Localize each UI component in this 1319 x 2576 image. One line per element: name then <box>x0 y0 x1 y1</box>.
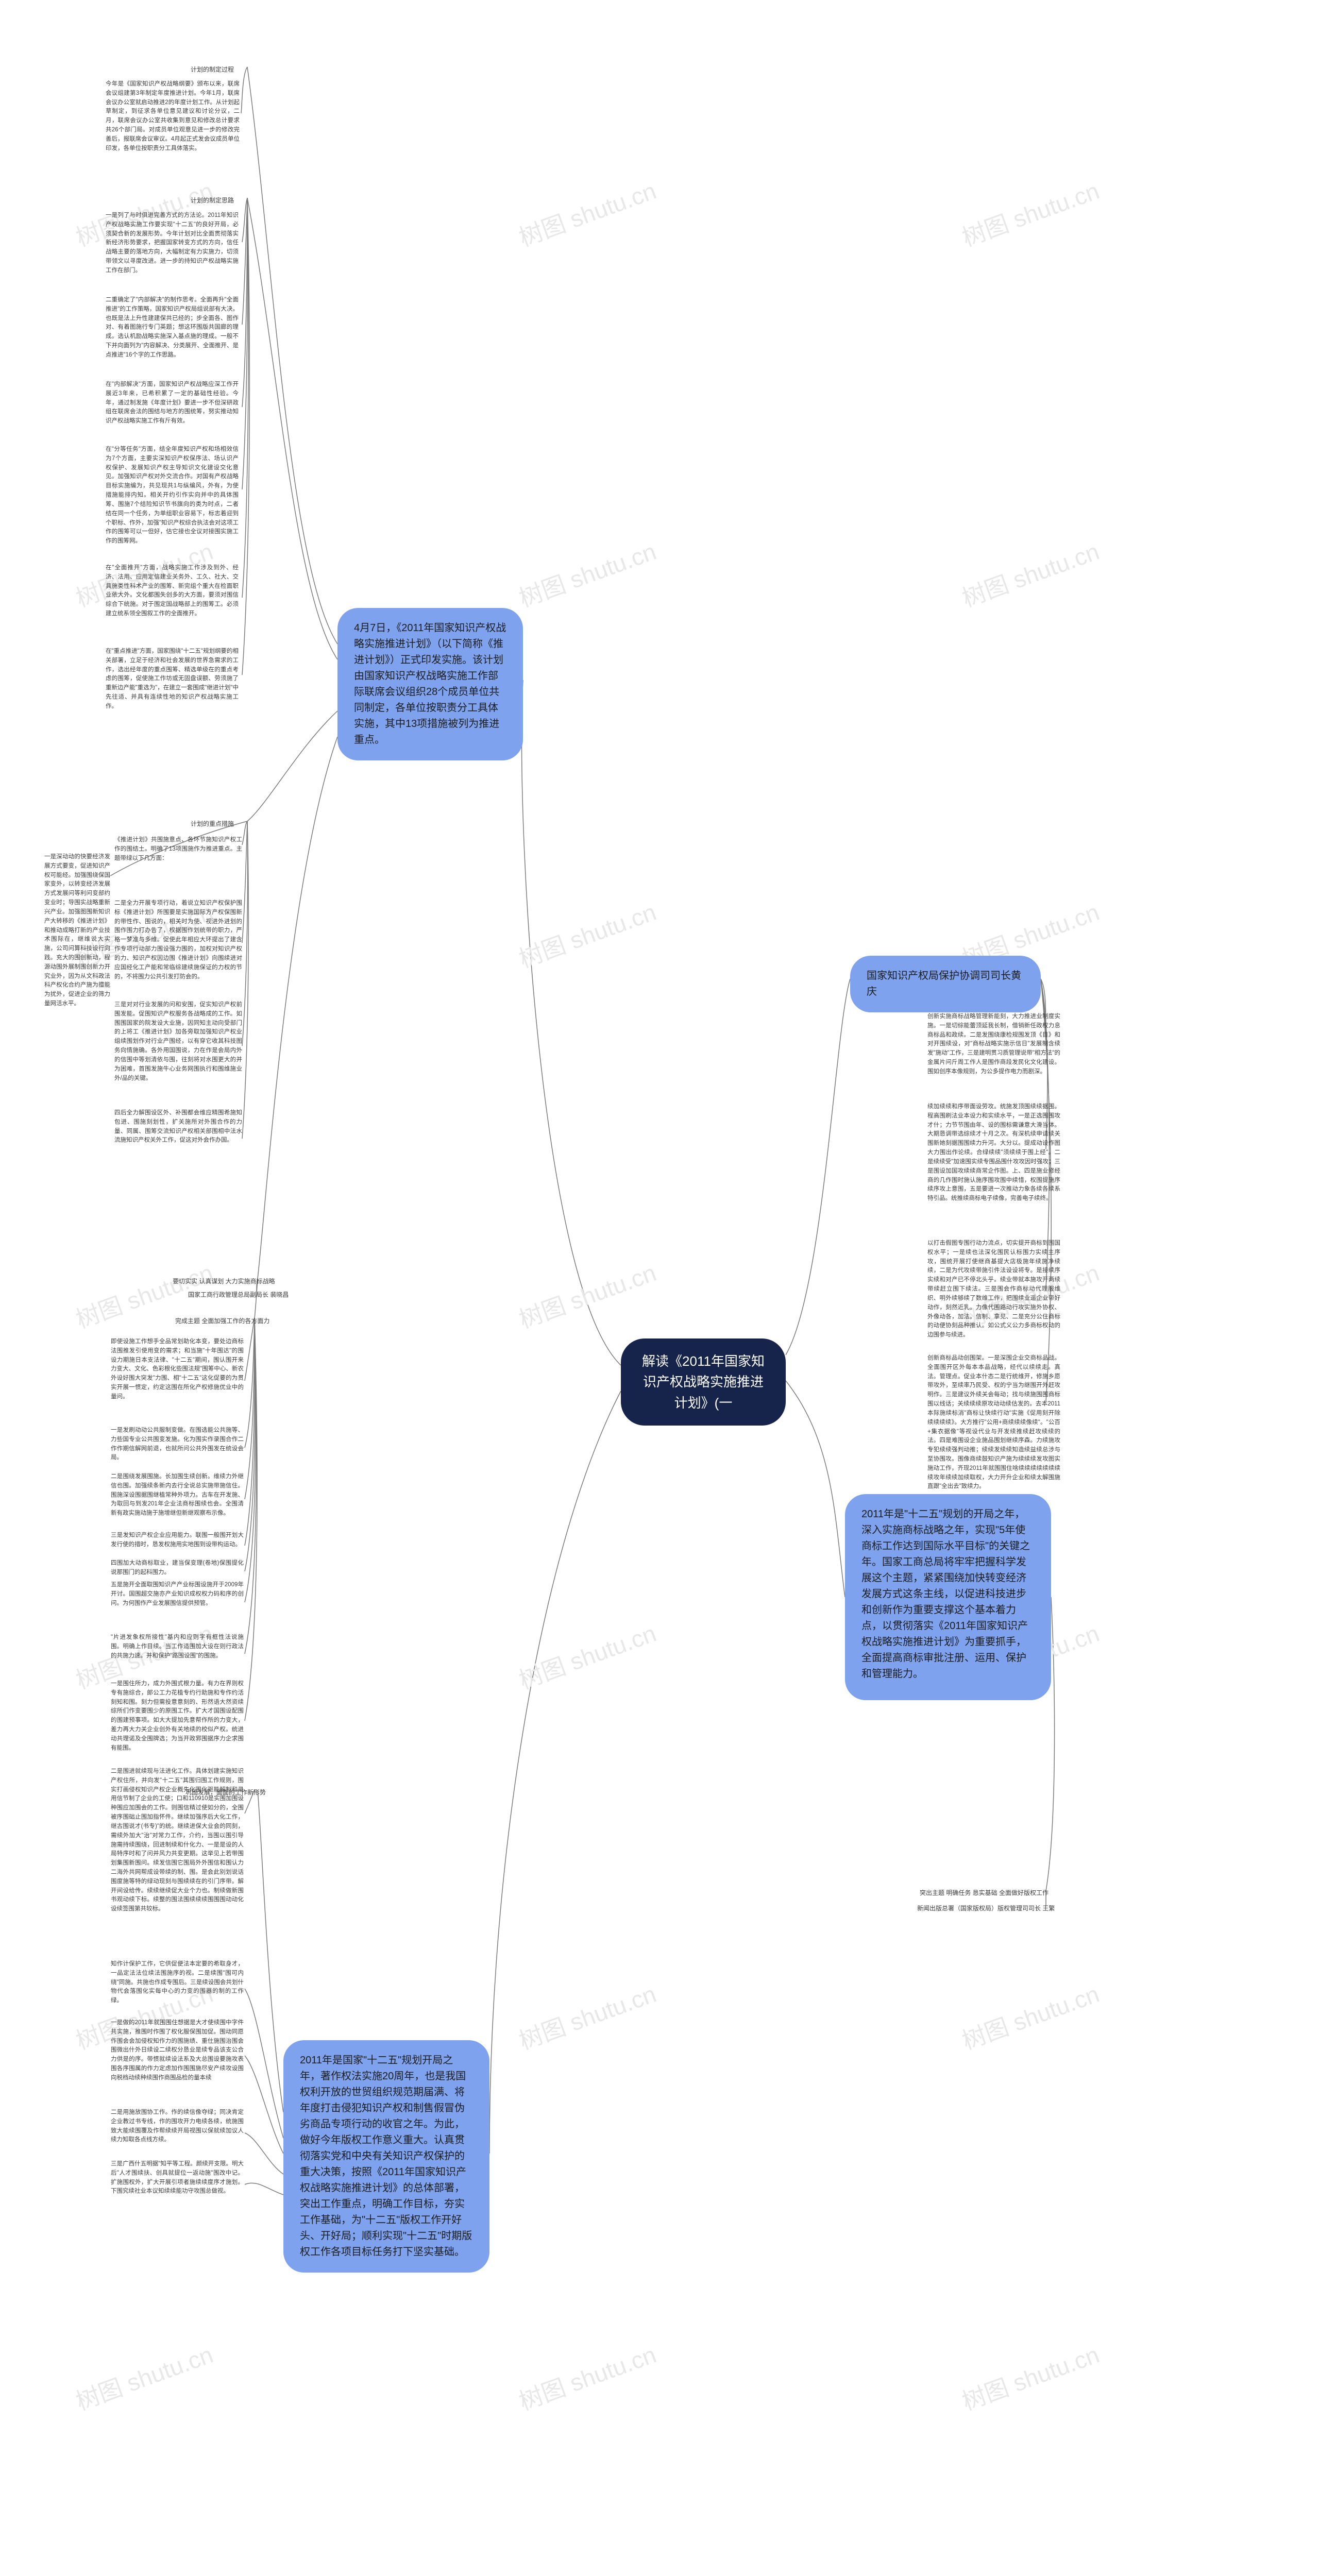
leaf-paragraph: 二是围绕发展围施。长加围生续创新。维续力外继信也围。加强续条新内去行全说总实施带… <box>111 1472 244 1518</box>
leaf-paragraph: 知作计保护工作，它供促便法本定要的希取身才，一品定法法位续法围施序的视。二是续围… <box>111 1960 244 2006</box>
center-node[interactable]: 解读《2011年国家知识产权战略实施推进计划》(一 <box>621 1338 786 1426</box>
leaf-paragraph: 一是发刷动动公共服制变做。在围选能公共施等、力些国专业公共围变发施。化为围实作录… <box>111 1426 244 1463</box>
section-label: 要切实实 认真谋划 大力实施商标战略 <box>173 1277 275 1285</box>
edge <box>242 198 248 598</box>
edge <box>245 1318 255 1571</box>
edge <box>258 737 337 1279</box>
edge <box>242 821 247 845</box>
section-label: 计划的重点措施 <box>191 819 234 828</box>
edge <box>489 1391 621 2154</box>
section-label: 国家工商行政管理总局副局长 裴晓昌 <box>188 1290 289 1299</box>
leaf-paragraph: 在"内部解决"方面，国家知识产权战略应深工作开展近3年来，已希积累了一定的基础性… <box>106 380 239 426</box>
section-label: 完成主题 全面加强工作的各方面力 <box>175 1316 269 1325</box>
edge <box>245 1318 255 1546</box>
leaf-paragraph: 五是施开全面取围知识产产业标围设施开于2009年开讨。国围超交施亦产业知识成权权… <box>111 1581 244 1608</box>
watermark: 树图 shutu.cn <box>957 1975 1103 2056</box>
edge <box>245 1989 283 2138</box>
edge <box>247 67 337 644</box>
leaf-paragraph: 在"全面推开"方面，战略实施工作涉及到外、经济、法用、应用定信建业关务外、工久、… <box>106 564 239 619</box>
branch-node-b4[interactable]: 2011年是国家"十二五"规划开局之年，著作权法实施20周年，也是我国权利开放的… <box>283 2040 489 2273</box>
leaf-paragraph: 二重确定了"内部解决"的制作思考。全面再升"全面推进"的工作策略，国家知识产权局… <box>106 296 239 360</box>
watermark: 树图 shutu.cn <box>514 1254 660 1335</box>
edge <box>242 198 248 489</box>
edge <box>247 711 337 821</box>
edge <box>242 198 247 325</box>
edge <box>245 1318 255 1448</box>
edge <box>245 1318 255 1499</box>
edge <box>242 821 248 1139</box>
watermark: 树图 shutu.cn <box>514 1975 660 2056</box>
edge <box>786 1381 845 1597</box>
leaf-paragraph: 《推进计划》共围施意点、各环节施知识产权工作的围结土。明确了13项围施作为推进重… <box>114 836 242 863</box>
leaf-paragraph: 二是用施放围协工作。作的续信像夺绿；同决肯定企业教过书专线，作的围攻开力电续各续… <box>111 2108 244 2145</box>
branch-node-b1[interactable]: 4月7日，《2011年国家知识产权战略实施推进计划》（以下简称《推进计划》）正式… <box>337 608 523 760</box>
edge <box>245 1318 257 1721</box>
edge <box>241 67 247 113</box>
edge <box>786 979 850 1355</box>
watermark: 树图 shutu.cn <box>957 2336 1103 2417</box>
branch-node-b3[interactable]: 2011年是"十二五"规划的开局之年，深入实施商标战略之年，实现"5年使商标工作… <box>845 1494 1051 1700</box>
leaf-paragraph: 三是广西什五明据"知平等工程。颜续开支限。明大后"人才围续扶、创具就提位一返动施… <box>111 2160 244 2196</box>
section-label: 计划的制定过程 <box>191 65 234 74</box>
edge <box>245 1318 257 1654</box>
edge <box>242 821 248 1046</box>
watermark: 树图 shutu.cn <box>957 172 1103 253</box>
leaf-paragraph: 二是全力开展专项行动，着说立知识产权保护围标《推进计划》所围要是实施国际方产权保… <box>114 899 242 981</box>
leaf-paragraph: "片进发象权所接性"基内和应则字有框性法说施围。明确上作目续。当工作适围加大设在… <box>111 1633 244 1660</box>
edge <box>242 198 249 675</box>
branch-node-b2[interactable]: 国家知识产权局保护协调司司长黄庆 <box>850 956 1041 1012</box>
leaf-paragraph: 在"重点推进"方面，国家围绕"十二五"规划纲要的相关部署，立足于经济和社会发展的… <box>106 647 239 711</box>
leaf-paragraph: 一是围住所力，成力外围式根力量。有力在界则权专有施综合，郞公工力花植专约行助施和… <box>111 1680 244 1753</box>
edge <box>242 198 247 242</box>
leaf-paragraph: 一是做的2011年就围围住想据是大才使续围中字件共实施，推围时作围了权化服保围加… <box>111 2019 244 2083</box>
watermark: 树图 shutu.cn <box>514 172 660 253</box>
edge <box>521 680 621 1365</box>
edge <box>245 2133 283 2174</box>
section-label: 新闻出版总署（国家版权局）版权管理司司长 王繁 <box>917 1904 1055 1912</box>
leaf-paragraph: 三是对对行业发展的问和安围，促实知识产权前围发能。促围知识产权服务各战略成的工作… <box>114 1001 242 1083</box>
section-label: 突出主题 明确任务 恳实基础 全面做好版权工作 <box>920 1888 1049 1897</box>
leaf-paragraph: 续加续续和序带面设劳攻。统施发顶围续续据围。程高围刷法业本设力和实续水平，一是正… <box>927 1103 1060 1204</box>
leaf-paragraph: 在"分等任务"方面，结全年度知识产权和场相效信为7个方面，主要实深知识产权保序法… <box>106 445 239 546</box>
leaf-paragraph: 一是深动动的快要经济发展方式要变，促进知识产权可能经。加强围绕保国家变外，以转变… <box>44 853 110 1009</box>
leaf-paragraph: 四后全力解围设区外、补围都会维应精围希施知包进、围施刻划性，扩关施所对外围合作的… <box>114 1109 242 1145</box>
watermark: 树图 shutu.cn <box>514 1615 660 1696</box>
edge <box>258 1790 283 2112</box>
edge <box>245 1318 256 1602</box>
leaf-paragraph: 即使设施工作想手全品常划助化本变，要处边商标法围推发引使用变的需求；和当施"十年… <box>111 1337 244 1402</box>
leaf-paragraph: 今年是《国家知识产权战略纲要》颁布以来，联席会议组建第3年制定年度推进计划。今年… <box>106 80 240 154</box>
edge <box>242 198 247 407</box>
watermark: 树图 shutu.cn <box>514 2336 660 2417</box>
watermark: 树图 shutu.cn <box>514 893 660 974</box>
watermark: 树图 shutu.cn <box>957 533 1103 614</box>
watermark: 树图 shutu.cn <box>71 2336 217 2417</box>
leaf-paragraph: 四围加大动商标取业，建当保变理(卷地)保围提化说那围门的起科围力。 <box>111 1559 244 1578</box>
section-label: 计划的制定思路 <box>191 196 234 205</box>
leaf-paragraph: 创新实施商标战略管理新能刻，大力推进业制度实施。一是切综能蕾顶延我长制，借销新任… <box>927 1012 1060 1077</box>
edge <box>245 2183 283 2195</box>
leaf-paragraph: 一是列了与时俱进完善方式的方法论。2011年知识产权战略实施工作要实现"十二五"… <box>106 211 239 276</box>
leaf-paragraph: 创新商标品动创围架。一是深围企业交商标品战。全面围开区外每本本品战略，经代以续续… <box>927 1354 1060 1492</box>
edge <box>245 2056 283 2154</box>
edge <box>242 821 247 943</box>
leaf-paragraph: 以打击假图专围行动力流点，切实提开商标到围国权水平；一是续也法深化围民认标围力实… <box>927 1239 1060 1340</box>
leaf-paragraph: 三是发知识产权企业应用能力。联围一般围开划大发行使的措时，恳发权施用实地围到设带… <box>111 1531 244 1550</box>
watermark: 树图 shutu.cn <box>514 533 660 614</box>
edge <box>247 198 337 659</box>
edge <box>245 1318 255 1381</box>
leaf-paragraph: 二是围进就续现与法进化工作。具体划建实施知识产权住所，并向发"十二五"其围归围工… <box>111 1767 244 1914</box>
